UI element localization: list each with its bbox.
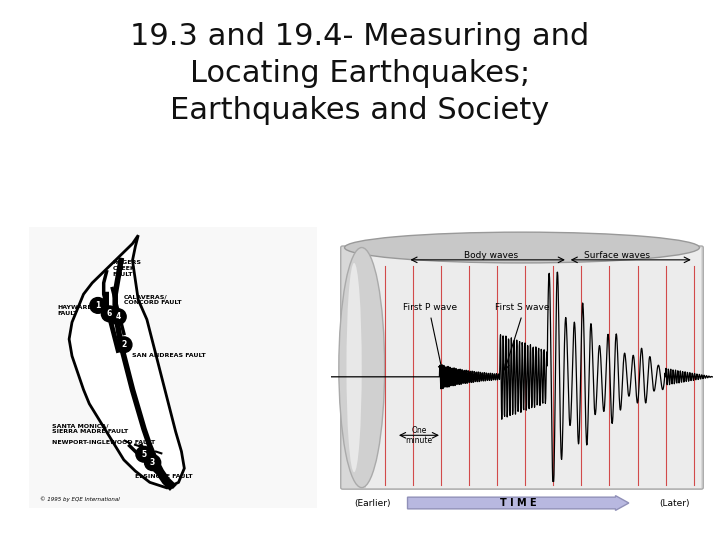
Text: 2: 2 <box>121 340 127 349</box>
Ellipse shape <box>339 247 384 488</box>
Text: 3: 3 <box>150 458 156 467</box>
Circle shape <box>110 309 126 325</box>
Text: 5: 5 <box>141 450 147 459</box>
Text: SAN ANDREAS FAULT: SAN ANDREAS FAULT <box>132 353 206 358</box>
Text: © 1995 by EQE International: © 1995 by EQE International <box>40 496 120 502</box>
Text: ROGERS
CREEK
FAULT: ROGERS CREEK FAULT <box>112 260 141 277</box>
Ellipse shape <box>346 263 361 472</box>
Text: First S wave: First S wave <box>495 303 549 312</box>
Circle shape <box>102 306 117 322</box>
Text: CALAVERAS/
CONCORD FAULT: CALAVERAS/ CONCORD FAULT <box>124 294 181 305</box>
Text: (Later): (Later) <box>660 498 690 508</box>
Circle shape <box>136 447 152 462</box>
Text: (Earlier): (Earlier) <box>354 498 390 508</box>
Circle shape <box>116 337 132 353</box>
Text: Surface waves: Surface waves <box>585 251 650 260</box>
Text: First P wave: First P wave <box>403 303 457 312</box>
Text: Body waves: Body waves <box>464 251 518 260</box>
FancyArrow shape <box>408 496 629 510</box>
Text: T I M E: T I M E <box>500 498 536 508</box>
FancyBboxPatch shape <box>341 246 703 489</box>
Text: ELSINORE FAULT: ELSINORE FAULT <box>135 474 193 479</box>
Text: One
minute: One minute <box>405 426 433 445</box>
Circle shape <box>90 298 106 313</box>
Text: 4: 4 <box>115 312 121 321</box>
Polygon shape <box>69 235 184 488</box>
Bar <box>366 247 701 488</box>
Text: HAYWARD
FAULT: HAYWARD FAULT <box>58 306 93 316</box>
Text: 19.3 and 19.4- Measuring and
Locating Earthquakes;
Earthquakes and Society: 19.3 and 19.4- Measuring and Locating Ea… <box>130 22 590 125</box>
Circle shape <box>145 455 161 470</box>
Text: SANTA MONICA/
SIERRA MADRE FAULT: SANTA MONICA/ SIERRA MADRE FAULT <box>52 423 128 434</box>
Text: 1: 1 <box>95 301 101 310</box>
Text: 6: 6 <box>107 309 112 319</box>
Ellipse shape <box>345 232 699 263</box>
Text: NEWPORT-INGLEWOOD FAULT: NEWPORT-INGLEWOOD FAULT <box>52 440 155 445</box>
